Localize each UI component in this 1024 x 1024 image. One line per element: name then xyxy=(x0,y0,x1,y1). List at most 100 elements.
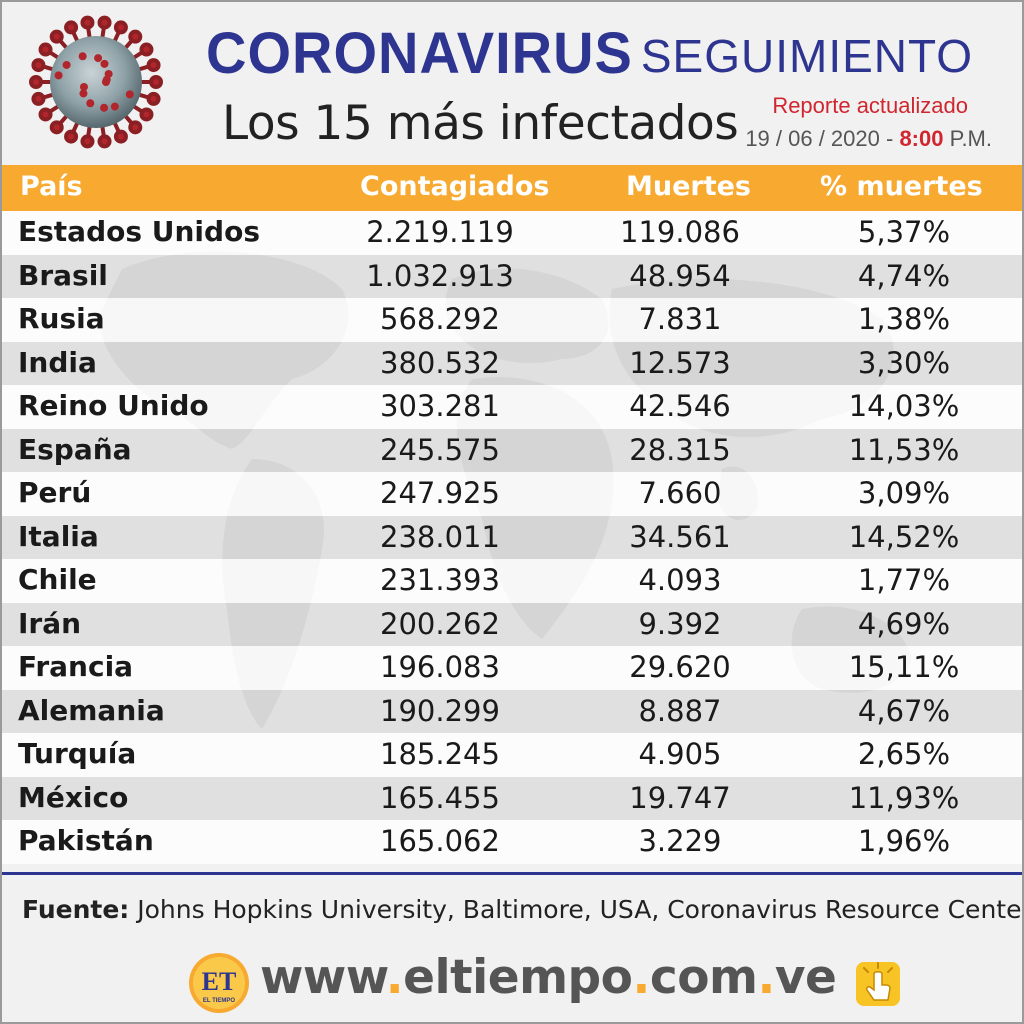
infected-cell: 2.219.119 xyxy=(366,215,514,249)
logo-subtext: EL TIEMPO xyxy=(203,998,236,1004)
infected-cell: 1.032.913 xyxy=(366,258,514,293)
column-header-death-rate: % muertes xyxy=(820,171,983,202)
infected-cell: 231.393 xyxy=(380,563,500,597)
table-row: India 380.532 12.573 3,30% xyxy=(2,341,1022,385)
death-rate-cell: 14,03% xyxy=(848,389,960,423)
infected-cell: 247.925 xyxy=(380,476,500,510)
deaths-cell: 8.887 xyxy=(638,693,722,728)
country-cell: Irán xyxy=(18,606,82,640)
deaths-cell: 119.086 xyxy=(620,215,740,249)
report-date-value: 19 / 06 / 2020 - xyxy=(745,126,894,151)
deaths-cell: 29.620 xyxy=(629,650,731,684)
table-row: Alemania 190.299 8.887 4,67% xyxy=(2,689,1022,733)
table-row: Italia 238.011 34.561 14,52% xyxy=(2,515,1022,559)
deaths-cell: 4.093 xyxy=(638,563,722,597)
death-rate-cell: 15,11% xyxy=(848,650,960,684)
logo-text: ET xyxy=(202,967,237,996)
deaths-cell: 4.905 xyxy=(638,737,722,771)
death-rate-cell: 3,09% xyxy=(857,476,951,510)
divider xyxy=(2,872,1022,875)
table-row: Rusia 568.292 7.831 1,38% xyxy=(2,298,1022,342)
column-header-country: País xyxy=(20,171,83,202)
country-cell: Perú xyxy=(18,476,92,509)
infected-cell: 200.262 xyxy=(380,606,500,641)
deaths-cell: 19.747 xyxy=(629,780,731,815)
death-rate-cell: 2,65% xyxy=(857,737,951,771)
table-row: México 165.455 19.747 11,93% xyxy=(2,776,1022,820)
country-cell: México xyxy=(18,780,129,814)
source-note: Fuente: Johns Hopkins University, Baltim… xyxy=(22,895,1024,924)
table-row: Irán 200.262 9.392 4,69% xyxy=(2,602,1022,646)
country-cell: España xyxy=(18,432,132,466)
report-time: 8:00 xyxy=(899,126,944,151)
infected-cell: 245.575 xyxy=(380,432,500,467)
country-cell: India xyxy=(18,345,97,379)
website-dot: . xyxy=(632,950,650,1005)
website-part: www xyxy=(260,950,386,1005)
death-rate-cell: 1,96% xyxy=(857,824,951,858)
table-row: Estados Unidos 2.219.119 119.086 5,37% xyxy=(2,211,1022,255)
deaths-cell: 28.315 xyxy=(629,432,731,467)
table-row: Pakistán 165.062 3.229 1,96% xyxy=(2,820,1022,864)
death-rate-cell: 1,38% xyxy=(857,302,951,336)
death-rate-cell: 14,52% xyxy=(848,519,960,554)
infected-cell: 185.245 xyxy=(380,737,500,771)
table-row: Francia 196.083 29.620 15,11% xyxy=(2,646,1022,690)
deaths-cell: 7.831 xyxy=(638,302,722,336)
report-date: 19 / 06 / 2020 - 8:00 P.M. xyxy=(745,126,992,152)
infected-cell: 303.281 xyxy=(380,389,500,423)
data-table: País Contagiados Muertes % muertes Estad… xyxy=(2,165,1022,869)
country-cell: Italia xyxy=(18,519,99,553)
column-header-deaths: Muertes xyxy=(626,171,752,202)
table-header: País Contagiados Muertes % muertes xyxy=(2,165,1022,211)
death-rate-cell: 5,37% xyxy=(857,215,951,249)
deaths-cell: 48.954 xyxy=(629,258,731,293)
deaths-cell: 3.229 xyxy=(638,824,722,858)
infected-cell: 196.083 xyxy=(380,650,500,684)
website-part: ve xyxy=(774,950,837,1005)
source-label: Fuente: xyxy=(22,895,130,924)
subtitle: Los 15 más infectados xyxy=(222,96,739,151)
table-row: Reino Unido 303.281 42.546 14,03% xyxy=(2,385,1022,429)
el-tiempo-logo-icon: ET EL TIEMPO xyxy=(189,953,249,1013)
table-row: Brasil 1.032.913 48.954 4,74% xyxy=(2,254,1022,298)
column-header-infected: Contagiados xyxy=(360,171,550,202)
website-link[interactable]: www.eltiempo.com.ve xyxy=(260,950,837,1005)
country-cell: Rusia xyxy=(18,302,105,335)
title-sub: SEGUIMIENTO xyxy=(640,30,974,82)
report-period: P.M. xyxy=(949,126,992,151)
country-cell: Pakistán xyxy=(18,824,154,857)
infected-cell: 568.292 xyxy=(380,302,500,336)
death-rate-cell: 11,53% xyxy=(848,432,960,467)
country-cell: Alemania xyxy=(18,693,165,727)
death-rate-cell: 1,77% xyxy=(857,563,951,597)
table-row: Perú 247.925 7.660 3,09% xyxy=(2,472,1022,516)
death-rate-cell: 11,93% xyxy=(848,780,960,815)
death-rate-cell: 4,74% xyxy=(857,258,951,293)
deaths-cell: 12.573 xyxy=(629,345,731,380)
death-rate-cell: 3,30% xyxy=(857,345,951,380)
title: CORONAVIRUS SEGUIMIENTO xyxy=(206,19,974,86)
table-row: Chile 231.393 4.093 1,77% xyxy=(2,559,1022,603)
infected-cell: 238.011 xyxy=(380,519,500,554)
deaths-cell: 7.660 xyxy=(638,476,722,510)
infected-cell: 165.062 xyxy=(380,824,500,858)
title-main: CORONAVIRUS xyxy=(206,19,633,86)
infected-cell: 380.532 xyxy=(380,345,500,380)
table-row: España 245.575 28.315 11,53% xyxy=(2,428,1022,472)
deaths-cell: 34.561 xyxy=(629,519,731,554)
website-dot: . xyxy=(757,950,775,1005)
infected-cell: 190.299 xyxy=(380,693,500,728)
website-part: eltiempo xyxy=(403,950,633,1005)
source-text: Johns Hopkins University, Baltimore, USA… xyxy=(137,895,1024,924)
table-body: Estados Unidos 2.219.119 119.086 5,37% Brasi… xyxy=(2,211,1022,864)
death-rate-cell: 4,69% xyxy=(857,606,951,641)
death-rate-cell: 4,67% xyxy=(857,693,951,728)
country-cell: Estados Unidos xyxy=(18,215,260,248)
website-part: com xyxy=(649,950,758,1005)
header: CORONAVIRUS SEGUIMIENTO Los 15 más infect… xyxy=(2,2,1022,162)
deaths-cell: 42.546 xyxy=(629,389,731,423)
report-label: Reporte actualizado xyxy=(772,93,968,118)
country-cell: Brasil xyxy=(18,258,108,292)
